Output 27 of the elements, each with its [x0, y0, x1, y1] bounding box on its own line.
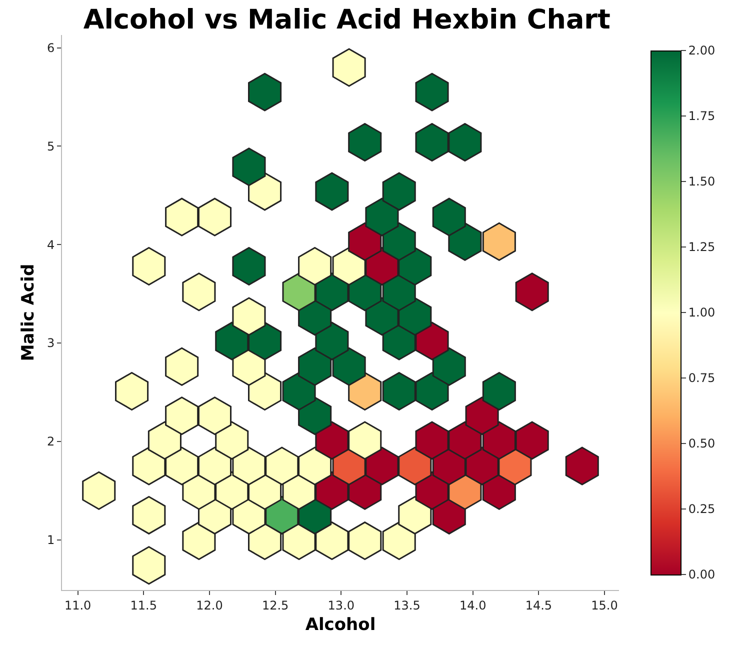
y-tick-label: 3 [46, 336, 55, 350]
y-tick-label: 2 [46, 434, 55, 449]
x-tick-label: 13.5 [394, 598, 420, 612]
y-tick-label: 6 [46, 40, 55, 55]
color-bar-label: 0.75 [688, 371, 716, 386]
color-bar-label: 0.25 [688, 502, 716, 516]
x-tick-label: 12.0 [196, 598, 223, 612]
y-axis-title: Malic Acid [18, 264, 39, 362]
color-bar-label: 1.00 [688, 306, 716, 320]
color-bar-label: 1.25 [688, 240, 716, 254]
x-tick-label: 14.0 [459, 598, 486, 612]
x-tick-label: 12.5 [262, 598, 289, 612]
x-tick-label: 11.0 [64, 598, 92, 612]
color-bar-label: 1.50 [688, 174, 716, 189]
x-tick-label: 14.5 [525, 598, 552, 612]
color-bar-label: 0.50 [688, 436, 716, 451]
chart-title: Alcohol vs Malic Acid Hexbin Chart [83, 4, 610, 36]
x-axis-title: Alcohol [305, 614, 376, 635]
color-bar-label: 0.00 [688, 568, 716, 582]
color-bar-label: 2.00 [688, 44, 716, 58]
y-tick-label: 1 [46, 533, 55, 548]
x-tick-label: 15.0 [591, 598, 618, 612]
x-tick-label: 11.5 [130, 598, 157, 612]
color-bar-label: 1.75 [688, 109, 716, 124]
x-tick-label: 13.0 [328, 598, 355, 612]
y-tick-label: 5 [46, 139, 55, 154]
y-tick-label: 4 [46, 238, 55, 252]
